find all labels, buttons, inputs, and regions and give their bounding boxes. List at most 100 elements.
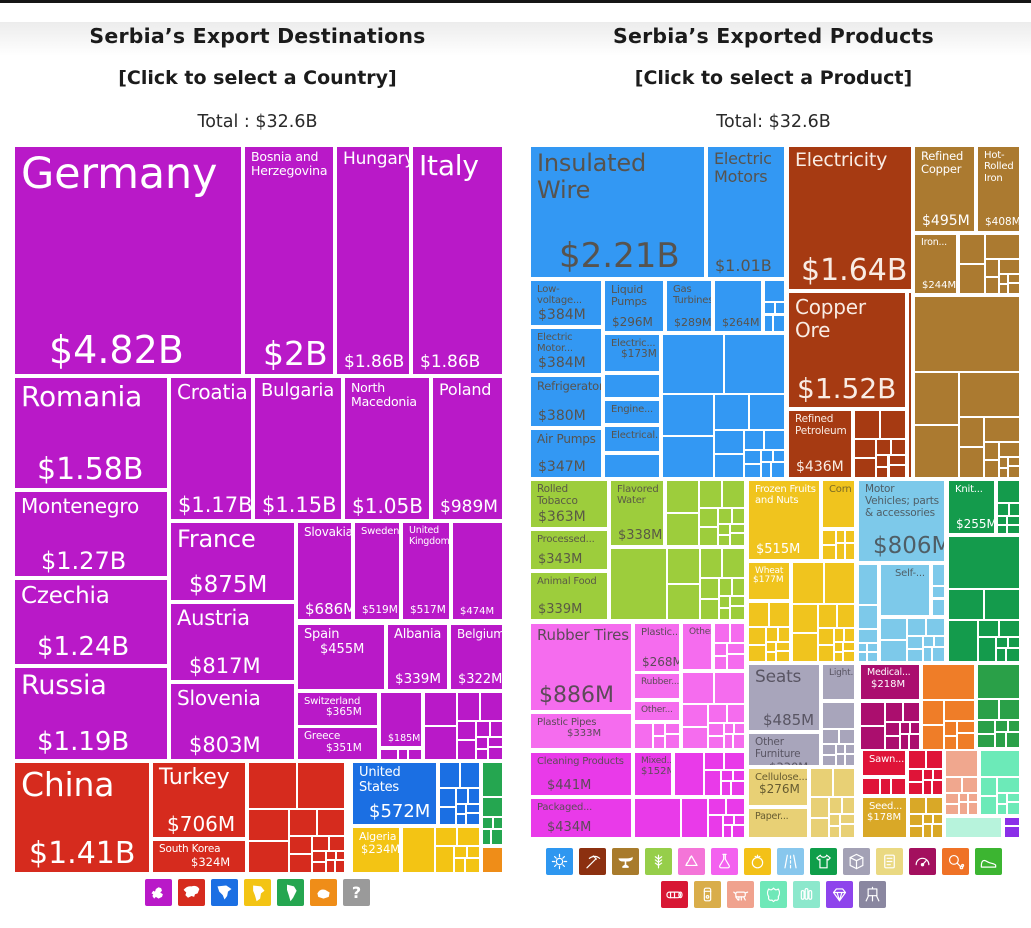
treemap-cell[interactable] bbox=[888, 455, 906, 465]
treemap-cell[interactable] bbox=[822, 755, 836, 766]
treemap-cell[interactable] bbox=[875, 438, 891, 456]
cell-engine[interactable]: Engine... bbox=[604, 400, 660, 424]
treemap-cell[interactable] bbox=[1004, 817, 1020, 826]
treemap-cell[interactable] bbox=[914, 425, 959, 478]
treemap-cell[interactable] bbox=[288, 808, 317, 836]
treemap-cell[interactable] bbox=[984, 234, 1020, 260]
treemap-cell[interactable] bbox=[818, 628, 834, 646]
treemap-cell[interactable] bbox=[997, 502, 1009, 516]
treemap-cell[interactable] bbox=[948, 619, 979, 662]
treemap-cell[interactable] bbox=[288, 854, 313, 873]
cell-flavored-water[interactable]: Flavored Water $338M bbox=[610, 480, 664, 546]
cell-greece[interactable]: Greece $351M bbox=[297, 727, 378, 760]
treemap-cell[interactable] bbox=[457, 740, 477, 760]
cell-slovenia[interactable]: Slovenia $803M bbox=[170, 683, 295, 760]
treemap-cell[interactable] bbox=[944, 721, 958, 736]
treemap-cell[interactable] bbox=[945, 804, 959, 815]
treemap-cell[interactable] bbox=[841, 797, 855, 815]
treemap-cell[interactable] bbox=[456, 803, 467, 815]
recycle-legend[interactable] bbox=[677, 848, 705, 875]
treemap-cell[interactable] bbox=[907, 649, 924, 662]
treemap-cell[interactable] bbox=[845, 744, 855, 754]
tshirt-legend[interactable] bbox=[809, 848, 837, 875]
treemap-cell[interactable] bbox=[968, 793, 978, 803]
treemap-cell[interactable] bbox=[839, 814, 855, 825]
cell-albania[interactable]: Albania $339M bbox=[387, 624, 448, 690]
treemap-cell[interactable] bbox=[999, 259, 1020, 274]
treemap-cell[interactable] bbox=[765, 627, 778, 642]
treemap-cell[interactable] bbox=[732, 824, 745, 838]
treemap-cell[interactable] bbox=[1008, 282, 1020, 294]
treemap-cell[interactable] bbox=[961, 777, 978, 794]
treemap-cell[interactable] bbox=[835, 530, 846, 543]
cell-sweden[interactable]: Sweden $519M bbox=[354, 522, 400, 620]
treemap-cell[interactable] bbox=[634, 723, 654, 749]
treemap-cell[interactable] bbox=[995, 647, 1006, 662]
oceania-legend[interactable] bbox=[310, 879, 337, 906]
treemap-cell[interactable] bbox=[923, 647, 933, 662]
treemap-cell[interactable] bbox=[932, 585, 945, 599]
treemap-cell[interactable] bbox=[958, 372, 1020, 417]
treemap-cell[interactable] bbox=[854, 438, 876, 459]
treemap-cell[interactable] bbox=[833, 652, 843, 662]
treemap-cell[interactable] bbox=[748, 644, 766, 662]
treemap-cell[interactable] bbox=[926, 618, 945, 637]
treemap-cell[interactable] bbox=[999, 273, 1009, 284]
treemap-cell[interactable] bbox=[822, 744, 836, 756]
treemap-cell[interactable] bbox=[482, 796, 503, 818]
treemap-cell[interactable] bbox=[1007, 637, 1020, 648]
treemap-cell[interactable] bbox=[476, 720, 490, 738]
treemap-cell[interactable] bbox=[424, 692, 458, 726]
treemap-cell[interactable] bbox=[810, 817, 829, 838]
treemap-cell[interactable] bbox=[335, 860, 345, 873]
treemap-cell[interactable] bbox=[995, 731, 1006, 748]
treemap-cell[interactable] bbox=[823, 562, 855, 604]
cell-wheat[interactable]: Wheat $177M bbox=[748, 562, 790, 600]
treemap-cell[interactable] bbox=[434, 846, 454, 873]
treemap-cell[interactable] bbox=[880, 778, 892, 795]
treemap-cell[interactable] bbox=[1004, 826, 1020, 838]
treemap-cell[interactable] bbox=[909, 797, 926, 815]
treemap-cell[interactable] bbox=[914, 372, 959, 426]
cell-medical[interactable]: Medical... $218M bbox=[860, 664, 920, 700]
treemap-cell[interactable] bbox=[792, 633, 819, 662]
treemap-cell[interactable] bbox=[923, 824, 933, 838]
anvil-legend[interactable] bbox=[611, 848, 639, 875]
treemap-cell[interactable] bbox=[980, 796, 997, 815]
treemap-cell[interactable] bbox=[734, 814, 745, 825]
treemap-cell[interactable] bbox=[453, 857, 465, 873]
treemap-cell[interactable] bbox=[860, 702, 886, 726]
treemap-cell[interactable] bbox=[909, 814, 924, 827]
cell-electric-motors[interactable]: Electric Motors $1.01B bbox=[707, 146, 785, 278]
treemap-cell[interactable] bbox=[727, 642, 745, 655]
treemap-cell[interactable] bbox=[457, 692, 481, 721]
treemap-cell[interactable] bbox=[492, 817, 503, 829]
treemap-cell[interactable] bbox=[907, 618, 927, 637]
treemap-cell[interactable] bbox=[957, 733, 975, 750]
treemap-cell[interactable] bbox=[822, 545, 836, 560]
treemap-cell[interactable] bbox=[731, 507, 745, 524]
treemap-cell[interactable] bbox=[312, 851, 327, 863]
treemap-cell[interactable] bbox=[934, 636, 945, 648]
treemap-cell[interactable] bbox=[713, 672, 745, 705]
treemap-cell[interactable]: $185M bbox=[380, 692, 422, 747]
cell-south-korea[interactable]: South Korea $324M bbox=[152, 840, 246, 873]
treemap-cell[interactable] bbox=[1008, 457, 1020, 467]
treemap-cell[interactable] bbox=[482, 828, 491, 845]
treemap-cell[interactable] bbox=[682, 726, 709, 749]
treemap-cell[interactable] bbox=[958, 793, 969, 803]
treemap-cell[interactable] bbox=[888, 464, 906, 478]
cell-liquid-pumps[interactable]: Liquid Pumps $296M bbox=[604, 280, 664, 332]
cell-seed[interactable]: Seed... $178M bbox=[862, 797, 907, 838]
treemap-cell[interactable] bbox=[466, 812, 480, 825]
cell-corn[interactable]: Corn bbox=[822, 480, 855, 528]
treemap-cell[interactable] bbox=[248, 840, 289, 873]
cell-north-macedonia[interactable]: North Macedonia $1.05B bbox=[344, 377, 430, 520]
cell-plastic[interactable]: Plastic... $268M bbox=[634, 623, 680, 672]
treemap-cell[interactable] bbox=[664, 733, 680, 749]
cell-rolled-tobacco[interactable]: Rolled Tobacco $363M bbox=[530, 480, 608, 528]
treemap-cell[interactable] bbox=[944, 735, 958, 750]
cell-processed[interactable]: Processed... $343M bbox=[530, 530, 608, 570]
treemap-cell[interactable] bbox=[977, 719, 996, 734]
treemap-cell[interactable] bbox=[476, 748, 488, 760]
